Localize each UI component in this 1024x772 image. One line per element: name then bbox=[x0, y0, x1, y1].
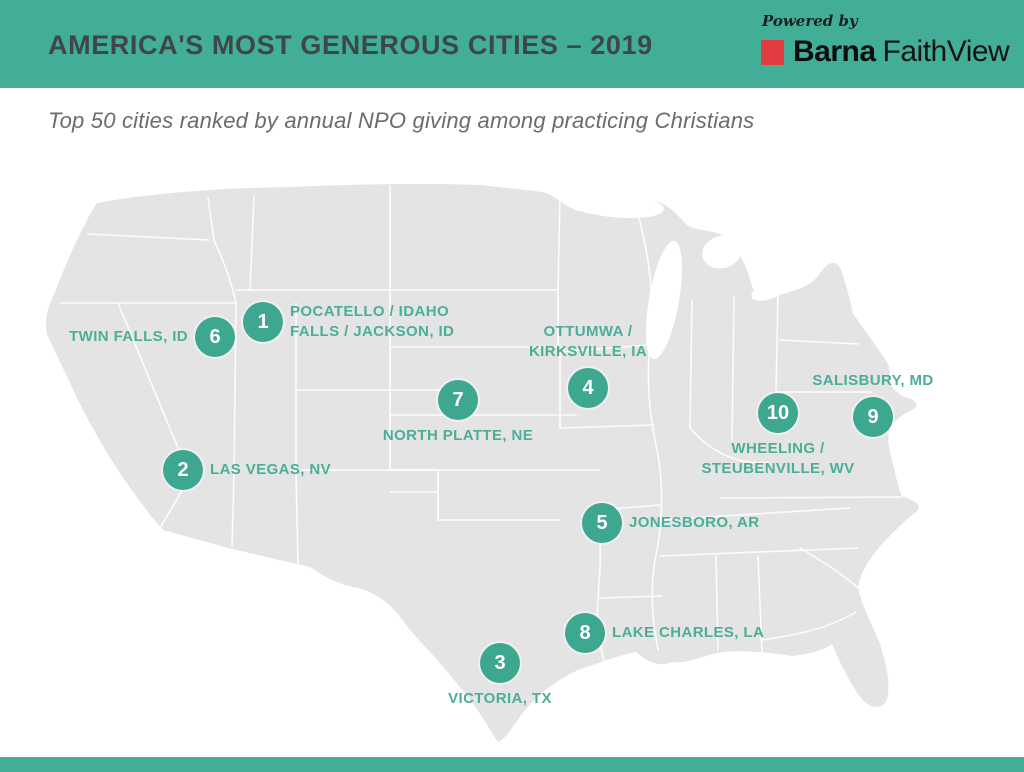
marker-city-label: VICTORIA, TX bbox=[448, 690, 552, 707]
marker-city-label: TWIN FALLS, ID bbox=[69, 328, 188, 345]
marker-city-label: OTTUMWA / KIRKSVILLE, IA bbox=[528, 323, 648, 360]
marker-rank-number: 6 bbox=[209, 326, 221, 348]
marker-city-label: POCATELLO / IDAHO FALLS / JACKSON, ID bbox=[290, 303, 455, 340]
marker-circle-icon[interactable]: 7 bbox=[438, 380, 478, 420]
marker-circle-icon[interactable]: 10 bbox=[758, 393, 798, 433]
marker-city-label: SALISBURY, MD bbox=[812, 372, 934, 389]
marker-circle-icon[interactable]: 9 bbox=[853, 397, 893, 437]
marker-circle-icon[interactable]: 2 bbox=[163, 450, 203, 490]
marker-rank-number: 4 bbox=[582, 377, 594, 399]
marker-city-label: WHEELING / STEUBENVILLE, WV bbox=[701, 440, 855, 477]
state-borders bbox=[59, 185, 903, 669]
header-band: AMERICA'S MOST GENEROUS CITIES – 2019 Po… bbox=[0, 0, 1024, 88]
brand-name-barna: Barna bbox=[793, 35, 876, 68]
marker-circle-icon[interactable]: 5 bbox=[582, 503, 622, 543]
brand-block: Powered by Barna FaithView bbox=[761, 12, 1011, 69]
marker-rank-number: 7 bbox=[452, 389, 464, 411]
marker-rank-number: 2 bbox=[177, 459, 189, 481]
marker-rank-number: 8 bbox=[579, 622, 591, 644]
powered-by-label: Powered by bbox=[762, 12, 858, 30]
marker-rank-number: 9 bbox=[867, 406, 879, 428]
marker-circle-icon[interactable]: 1 bbox=[243, 302, 283, 342]
brand-name-faithview: FaithView bbox=[882, 35, 1010, 68]
marker-city-label: LAKE CHARLES, LA bbox=[612, 624, 765, 641]
footer-bar bbox=[0, 757, 1024, 772]
marker-rank-number: 5 bbox=[596, 512, 608, 534]
marker-circle-icon[interactable]: 4 bbox=[568, 368, 608, 408]
marker-rank-number: 3 bbox=[494, 652, 506, 674]
marker-city-label: LAS VEGAS, NV bbox=[210, 461, 332, 478]
marker-city-label: NORTH PLATTE, NE bbox=[382, 427, 534, 444]
marker-rank-number: 10 bbox=[766, 402, 790, 424]
marker-city-label: JONESBORO, AR bbox=[629, 514, 760, 531]
subtitle: Top 50 cities ranked by annual NPO givin… bbox=[48, 108, 755, 133]
page-title: AMERICA'S MOST GENEROUS CITIES – 2019 bbox=[48, 30, 653, 60]
barna-faithview-logo: Barna FaithView bbox=[761, 35, 1011, 69]
barna-red-square-icon bbox=[761, 39, 784, 65]
marker-circle-icon[interactable]: 8 bbox=[565, 613, 605, 653]
marker-rank-number: 1 bbox=[257, 311, 269, 333]
great-lakes bbox=[560, 189, 825, 360]
marker-circle-icon[interactable]: 3 bbox=[480, 643, 520, 683]
marker-circle-icon[interactable]: 6 bbox=[195, 317, 235, 357]
